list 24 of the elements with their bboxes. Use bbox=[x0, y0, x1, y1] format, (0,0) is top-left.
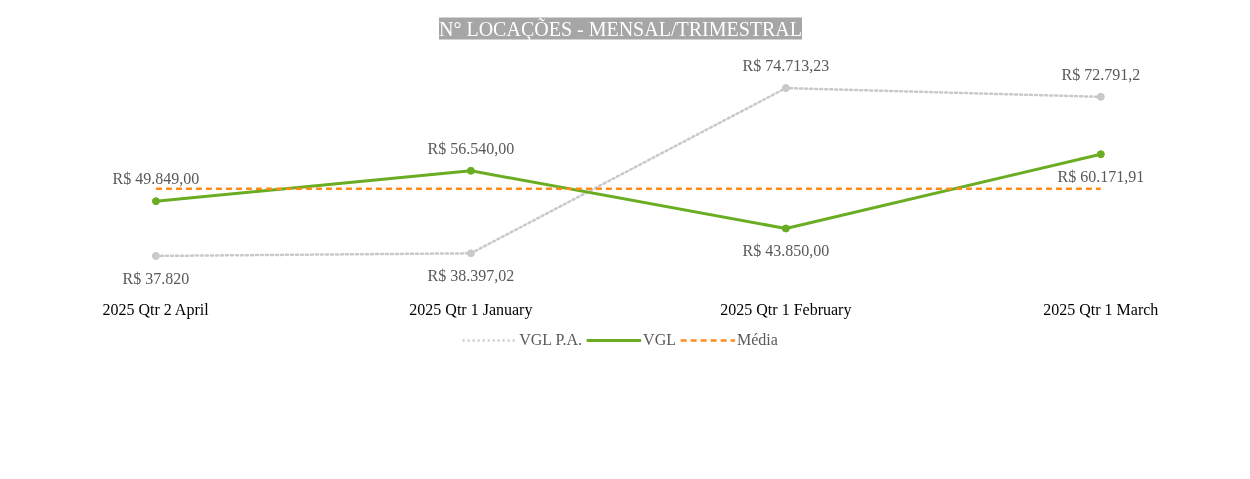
x-tick-label: 2025 Qtr 1 February bbox=[720, 300, 852, 319]
legend-label: VGL bbox=[643, 331, 676, 349]
point bbox=[781, 84, 790, 93]
data-label: R$ 56.540,00 bbox=[427, 139, 515, 157]
data-label: R$ 49.849,00 bbox=[112, 170, 200, 188]
point bbox=[466, 249, 475, 258]
point bbox=[1096, 92, 1105, 101]
point bbox=[466, 166, 475, 175]
data-label: R$ 38.397,02 bbox=[427, 267, 515, 285]
x-tick-label: 2025 Qtr 1 January bbox=[409, 300, 533, 319]
point bbox=[151, 251, 160, 260]
x-tick-label: 2025 Qtr 1 March bbox=[1043, 300, 1159, 318]
point bbox=[1096, 150, 1105, 159]
x-tick-label: 2025 Qtr 2 April bbox=[102, 300, 210, 319]
chart-title: N° LOCAÇÕES - MENSAL/TRIMESTRAL bbox=[439, 16, 803, 41]
legend-label: VGL P.A. bbox=[519, 331, 583, 349]
legend-label: Média bbox=[736, 331, 778, 349]
data-label: R$ 60.171,91 bbox=[1057, 168, 1145, 186]
data-label: R$ 74.713,23 bbox=[742, 57, 830, 75]
data-label: R$ 37.820 bbox=[122, 269, 190, 287]
point bbox=[151, 197, 160, 206]
data-label: R$ 43.850,00 bbox=[742, 242, 830, 260]
point bbox=[781, 224, 790, 233]
data-label: R$ 72.791,2 bbox=[1061, 65, 1141, 83]
